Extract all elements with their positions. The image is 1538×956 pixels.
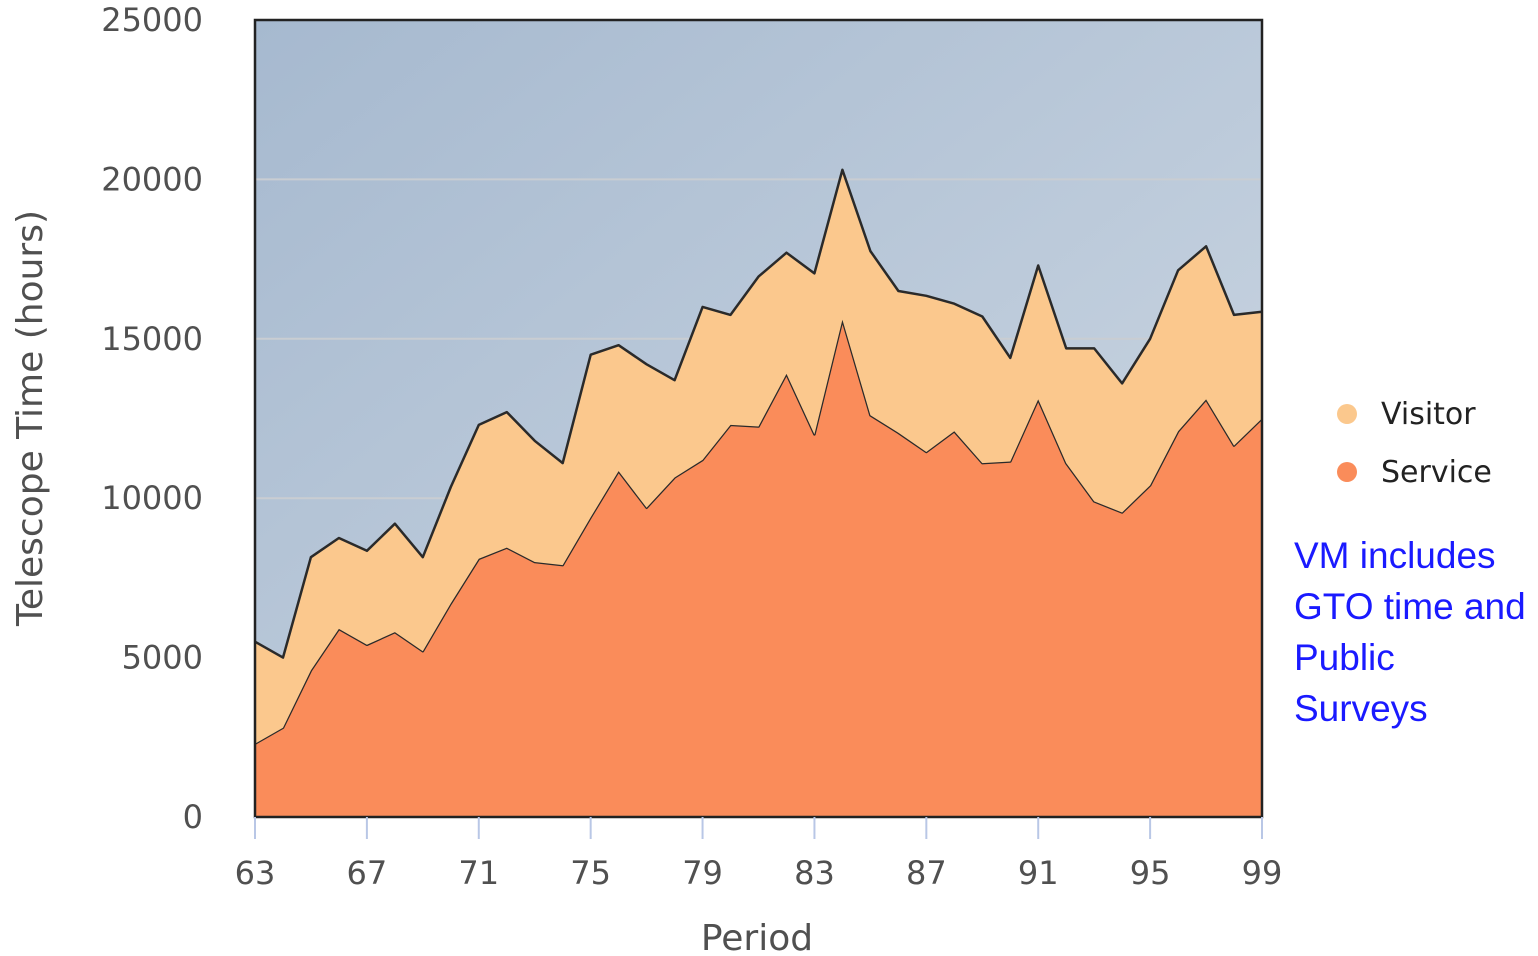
y-tick-label: 10000 xyxy=(101,479,203,517)
y-tick-label: 5000 xyxy=(122,639,203,677)
series-line-visitor xyxy=(254,168,1263,659)
x-axis-title: Period xyxy=(701,918,813,956)
annotation-note: VM includes GTO time and Public Surveys xyxy=(1294,535,1526,729)
x-tick-label: 63 xyxy=(235,854,276,892)
x-tick-label: 79 xyxy=(682,854,723,892)
x-tick-label: 91 xyxy=(1018,854,1059,892)
x-tick-label: 95 xyxy=(1130,854,1171,892)
legend-marker-service xyxy=(1337,462,1357,482)
y-tick-label: 20000 xyxy=(101,160,203,198)
y-tick-label: 25000 xyxy=(101,1,203,39)
y-axis-title: Telescope Time (hours) xyxy=(10,210,51,627)
legend-label-service: Service xyxy=(1381,455,1492,490)
x-tick-label: 87 xyxy=(906,854,947,892)
legend: Visitor Service xyxy=(1337,397,1492,490)
y-tick-label: 15000 xyxy=(101,320,203,358)
x-tick-label: 71 xyxy=(458,854,499,892)
plot-border xyxy=(253,18,1264,819)
x-tick-label: 99 xyxy=(1242,854,1283,892)
x-tick-label: 67 xyxy=(347,854,388,892)
series-areas xyxy=(254,168,1263,817)
x-tick-label: 83 xyxy=(794,854,835,892)
legend-label-visitor: Visitor xyxy=(1381,397,1476,432)
series-area-service xyxy=(255,319,1262,817)
y-tick-label: 0 xyxy=(183,798,203,836)
axes: 0 5000 10000 15000 20000 25000 63 67 71 75 79 83 87 9… xyxy=(101,1,1282,892)
series-area-visitor xyxy=(255,169,1262,744)
legend-marker-visitor xyxy=(1337,404,1357,424)
x-tick-label: 75 xyxy=(570,854,611,892)
